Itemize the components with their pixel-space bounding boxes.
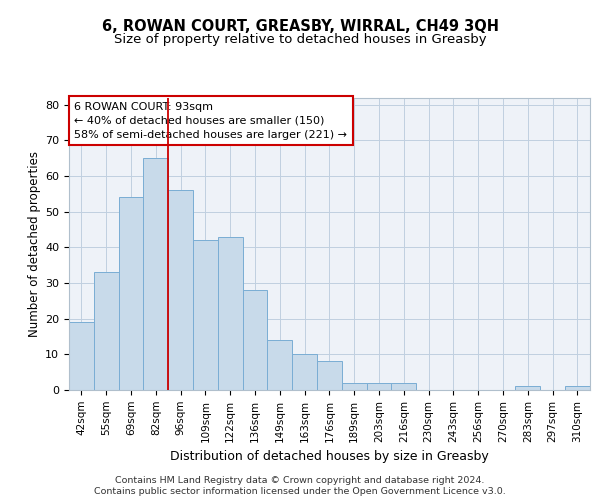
Bar: [193, 240, 218, 390]
X-axis label: Distribution of detached houses by size in Greasby: Distribution of detached houses by size …: [170, 450, 489, 463]
Bar: [367, 383, 391, 390]
Text: Contains public sector information licensed under the Open Government Licence v3: Contains public sector information licen…: [94, 487, 506, 496]
Text: Size of property relative to detached houses in Greasby: Size of property relative to detached ho…: [113, 32, 487, 46]
Bar: [565, 386, 590, 390]
Bar: [69, 322, 94, 390]
Bar: [292, 354, 317, 390]
Bar: [391, 383, 416, 390]
Bar: [342, 383, 367, 390]
Bar: [242, 290, 268, 390]
Text: 6, ROWAN COURT, GREASBY, WIRRAL, CH49 3QH: 6, ROWAN COURT, GREASBY, WIRRAL, CH49 3Q…: [101, 19, 499, 34]
Text: Contains HM Land Registry data © Crown copyright and database right 2024.: Contains HM Land Registry data © Crown c…: [115, 476, 485, 485]
Text: 6 ROWAN COURT: 93sqm
← 40% of detached houses are smaller (150)
58% of semi-deta: 6 ROWAN COURT: 93sqm ← 40% of detached h…: [74, 102, 347, 140]
Bar: [268, 340, 292, 390]
Bar: [317, 362, 342, 390]
Bar: [218, 236, 242, 390]
Bar: [94, 272, 119, 390]
Bar: [119, 198, 143, 390]
Bar: [143, 158, 168, 390]
Y-axis label: Number of detached properties: Number of detached properties: [28, 151, 41, 337]
Bar: [515, 386, 540, 390]
Bar: [168, 190, 193, 390]
